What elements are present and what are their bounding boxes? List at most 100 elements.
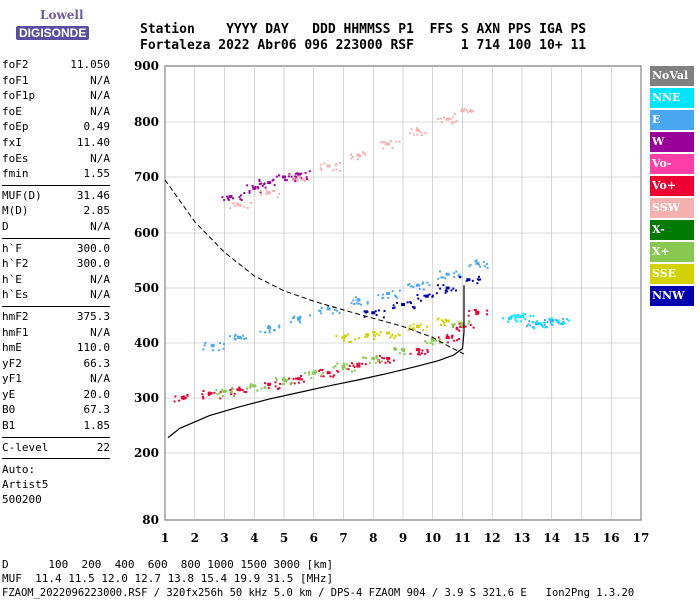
param-value: 110.0 xyxy=(76,341,110,355)
echo-speckle xyxy=(444,291,447,294)
echo-speckle xyxy=(484,265,487,268)
echo-speckle xyxy=(461,108,464,111)
param-name: fmin xyxy=(2,167,29,181)
echo-speckle xyxy=(313,371,316,374)
echo-speckle xyxy=(511,315,514,318)
echo-speckle xyxy=(294,172,297,175)
echo-speckle xyxy=(211,349,214,352)
echo-speckle xyxy=(293,382,296,385)
param-value: 31.46 xyxy=(76,188,110,202)
echo-speckle xyxy=(263,382,266,385)
echo-point xyxy=(228,195,233,199)
echo-point xyxy=(267,191,272,195)
echo-speckle xyxy=(364,357,367,360)
echo-speckle xyxy=(528,320,531,323)
param-row: fmin 1.55 xyxy=(2,167,110,183)
echo-speckle xyxy=(410,127,413,130)
param-name: h`F xyxy=(2,241,22,255)
echo-speckle xyxy=(393,336,396,339)
echo-point xyxy=(475,261,480,265)
echo-speckle xyxy=(294,180,297,183)
echo-speckle xyxy=(356,362,359,365)
echo-speckle xyxy=(507,320,510,323)
echo-speckle xyxy=(364,311,367,314)
echo-speckle xyxy=(366,300,369,303)
echo-speckle xyxy=(469,323,472,326)
echo-point xyxy=(386,331,391,335)
echo-speckle xyxy=(303,372,306,375)
param-row: foEs N/A xyxy=(2,152,110,168)
echo-speckle xyxy=(249,384,252,387)
echo-speckle xyxy=(468,320,471,323)
header-columns: Station YYYY DAY DDD HHMMSS P1 FFS S AXN… xyxy=(140,22,587,37)
echo-point xyxy=(252,384,257,388)
echo-speckle xyxy=(277,387,280,390)
echo-speckle xyxy=(472,326,475,329)
legend-item: NNE xyxy=(650,88,694,108)
echo-speckle xyxy=(409,302,412,305)
echo-speckle xyxy=(426,342,429,345)
param-name: foF1p xyxy=(2,89,36,103)
echo-speckle xyxy=(387,360,390,363)
echo-speckle xyxy=(333,308,336,311)
echo-speckle xyxy=(308,371,311,374)
echo-speckle xyxy=(292,377,295,380)
echo-speckle xyxy=(431,295,434,298)
echo-speckle xyxy=(294,377,297,380)
echo-speckle xyxy=(319,163,322,166)
echo-speckle xyxy=(335,168,338,171)
echo-speckle xyxy=(383,140,386,143)
echo-speckle xyxy=(234,338,237,341)
echo-speckle xyxy=(439,287,442,290)
echo-speckle xyxy=(377,309,380,312)
echo-speckle xyxy=(278,326,281,329)
echo-speckle xyxy=(502,317,505,320)
echo-speckle xyxy=(514,316,517,319)
echo-speckle xyxy=(453,339,456,342)
param-name: h`Es xyxy=(2,288,29,302)
echo-speckle xyxy=(243,192,246,195)
echo-speckle xyxy=(305,176,308,179)
param-row: fxI 11.40 xyxy=(2,136,110,152)
echo-speckle xyxy=(259,193,262,196)
echo-speckle xyxy=(413,307,416,310)
echo-speckle xyxy=(287,175,290,178)
echo-point xyxy=(267,181,272,185)
echo-speckle xyxy=(319,368,322,371)
divider xyxy=(2,458,110,460)
echo-speckle xyxy=(278,192,281,195)
legend-item: SSW xyxy=(650,198,694,218)
echo-speckle xyxy=(301,178,304,181)
echo-speckle xyxy=(248,189,251,192)
echo-speckle xyxy=(377,294,380,297)
echo-speckle xyxy=(409,132,412,135)
echo-speckle xyxy=(203,344,206,347)
echo-speckle xyxy=(229,389,232,392)
echo-speckle xyxy=(288,377,291,380)
echo-speckle xyxy=(260,182,263,185)
param-row: h`Es N/A xyxy=(2,288,110,304)
echo-speckle xyxy=(319,312,322,315)
echo-speckle xyxy=(407,283,410,286)
param-value: 22 xyxy=(96,440,110,454)
echo-speckle xyxy=(173,400,176,403)
echo-speckle xyxy=(372,330,375,333)
echo-speckle xyxy=(421,349,424,352)
echo-speckle xyxy=(383,310,386,313)
echo-speckle xyxy=(264,186,267,189)
echo-speckle xyxy=(295,178,298,181)
echo-speckle xyxy=(402,349,405,352)
echo-speckle xyxy=(350,302,353,305)
echo-speckle xyxy=(395,140,398,143)
param-value: 11.050 xyxy=(70,58,110,71)
echo-point xyxy=(371,311,376,315)
echo-speckle xyxy=(438,338,441,341)
echo-speckle xyxy=(421,282,424,285)
echo-speckle xyxy=(351,370,354,373)
echo-speckle xyxy=(342,362,345,365)
echo-speckle xyxy=(455,327,458,330)
echo-speckle xyxy=(346,363,349,366)
echo-speckle xyxy=(440,121,443,124)
autoscaling-info: Auto: Artist5 500200 xyxy=(2,462,110,507)
echo-speckle xyxy=(382,147,385,150)
